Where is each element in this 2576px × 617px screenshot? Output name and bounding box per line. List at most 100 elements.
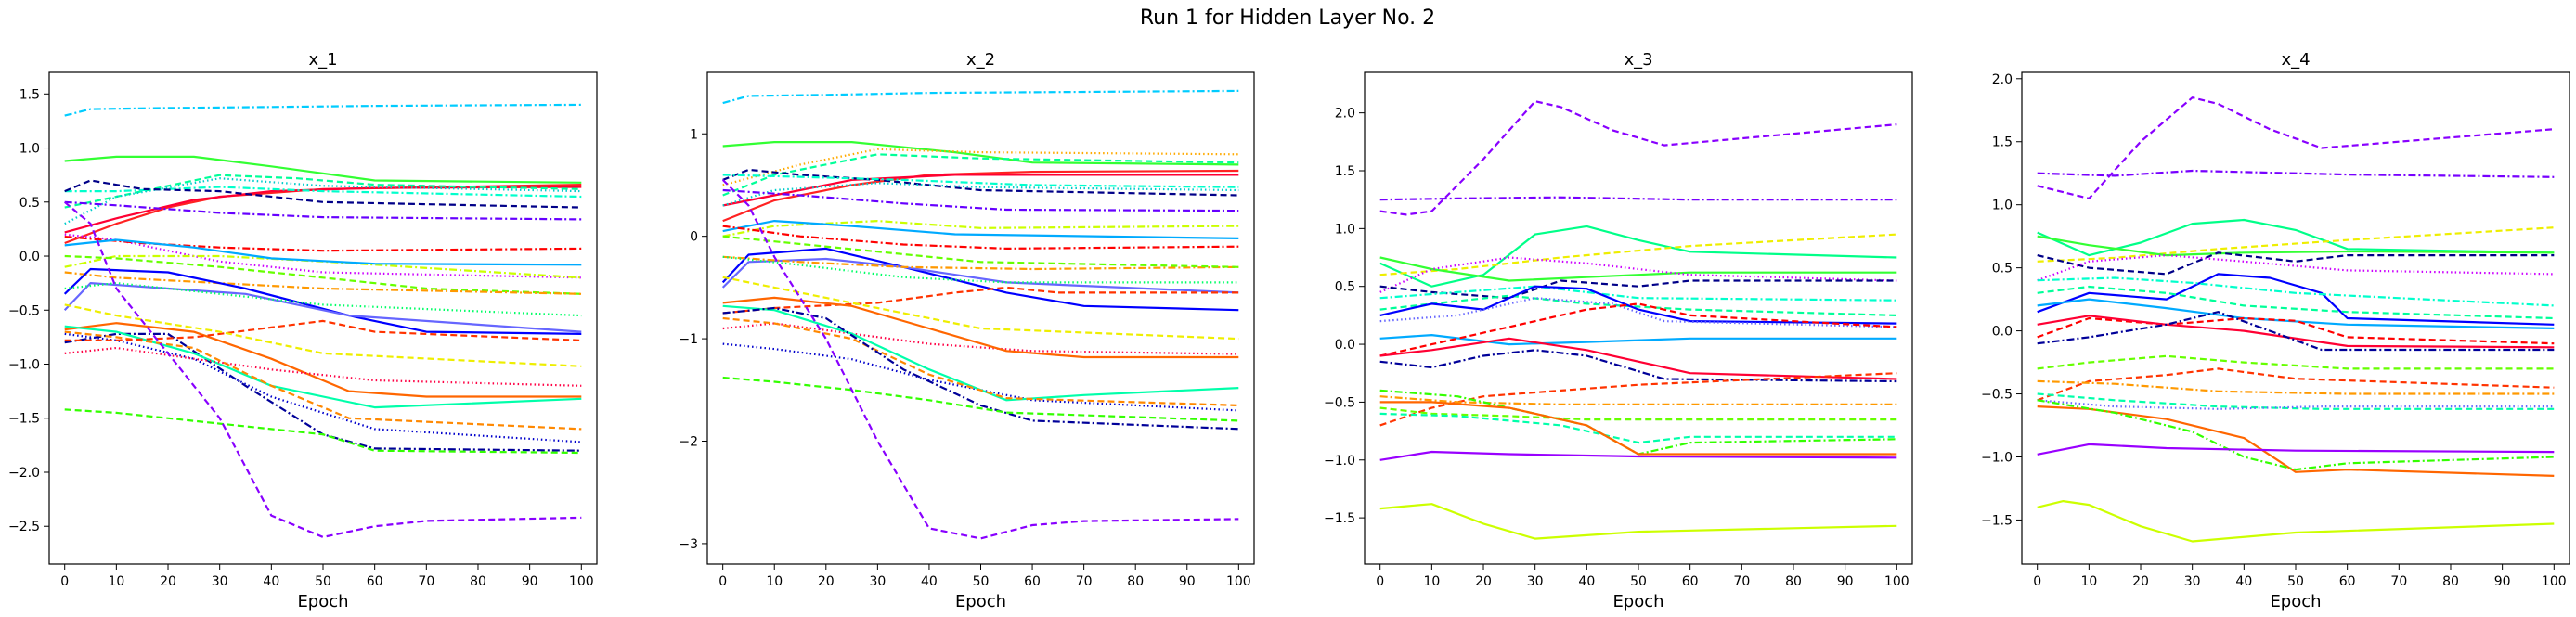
y-tick-label: 1 bbox=[690, 127, 698, 142]
series-group bbox=[63, 103, 582, 538]
x-tick-label: 50 bbox=[315, 574, 331, 589]
series-line-20 bbox=[2037, 405, 2555, 477]
series-line-22 bbox=[1379, 450, 1897, 461]
x-tick-label: 40 bbox=[921, 574, 938, 589]
series-line-16 bbox=[722, 255, 1239, 271]
x-tick-label: 0 bbox=[2033, 574, 2041, 589]
subplot-title: x_2 bbox=[966, 50, 995, 70]
x-tick-label: 30 bbox=[212, 574, 228, 589]
series-line-14 bbox=[2037, 311, 2555, 352]
subplot-title: x_1 bbox=[308, 50, 337, 70]
x-tick-label: 70 bbox=[1076, 574, 1093, 589]
x-tick-label: 10 bbox=[766, 574, 783, 589]
y-tick-label: 0.5 bbox=[1992, 262, 2013, 276]
x-tick-label: 30 bbox=[869, 574, 886, 589]
x-axis-label: Epoch bbox=[955, 592, 1006, 611]
series-line-8 bbox=[2037, 254, 2555, 282]
series-group bbox=[721, 89, 1239, 540]
subplot-x3: x_3 Epoch 0 10 20 30 40 50 60 70 80 90 100 −1.5 −1.0… bbox=[1324, 50, 1913, 611]
y-tick-label: 1.0 bbox=[1335, 222, 1355, 237]
series-line-11 bbox=[64, 236, 582, 252]
y-tick-label: −1 bbox=[679, 332, 698, 347]
series-line-7 bbox=[2037, 273, 2555, 326]
y-tick-label: −0.5 bbox=[1324, 395, 1355, 410]
y-tick-label: 0.0 bbox=[1335, 338, 1355, 353]
series-line-21 bbox=[64, 322, 582, 398]
series-line-4 bbox=[64, 186, 582, 234]
series-line-10 bbox=[722, 188, 1239, 212]
x-tick-label: 50 bbox=[2287, 574, 2304, 589]
series-line-17 bbox=[2037, 379, 2555, 395]
y-tick-label: −1.0 bbox=[1981, 450, 2013, 465]
x-tick-label: 70 bbox=[418, 574, 434, 589]
series-line-22 bbox=[64, 325, 582, 409]
series-line-26 bbox=[722, 306, 1239, 431]
y-tick-label: 0.5 bbox=[19, 196, 40, 211]
series-line-27 bbox=[722, 376, 1239, 422]
x-tick-label: 80 bbox=[1127, 574, 1144, 589]
series-line-9 bbox=[64, 200, 582, 221]
series-line-19 bbox=[64, 332, 582, 452]
series-line-28 bbox=[63, 200, 582, 538]
series-line-17 bbox=[1379, 395, 1897, 405]
series-line-14 bbox=[1379, 337, 1897, 380]
y-tick-label: 2.0 bbox=[1335, 107, 1355, 122]
x-tick-label: 100 bbox=[569, 574, 594, 589]
series-line-18 bbox=[64, 282, 582, 317]
x-tick-label: 60 bbox=[1024, 574, 1041, 589]
series-line-2 bbox=[1379, 196, 1897, 201]
x-tick-label: 20 bbox=[818, 574, 835, 589]
plot-area bbox=[48, 71, 598, 565]
series-line-19 bbox=[1379, 412, 1897, 444]
series-line-15 bbox=[721, 257, 1239, 294]
x-tick-label: 10 bbox=[1423, 574, 1440, 589]
series-line-6 bbox=[722, 174, 1239, 207]
series-line-22 bbox=[722, 296, 1239, 359]
series-line-26 bbox=[64, 346, 582, 387]
series-line-28 bbox=[721, 179, 1239, 540]
series-line-12 bbox=[2037, 316, 2555, 345]
series-line-3 bbox=[722, 148, 1239, 186]
y-tick-label: −1.5 bbox=[1324, 511, 1355, 526]
series-line-12 bbox=[1379, 334, 1897, 346]
x-tick-label: 60 bbox=[2339, 574, 2356, 589]
y-tick-label: 1.5 bbox=[1335, 164, 1355, 179]
series-line-11 bbox=[722, 220, 1239, 238]
y-tick-label: −0.5 bbox=[1981, 388, 2013, 403]
series-line-23 bbox=[64, 330, 582, 431]
x-tick-label: 10 bbox=[2080, 574, 2097, 589]
y-tick-label: 0.5 bbox=[1335, 280, 1355, 295]
x-tick-label: 90 bbox=[2494, 574, 2511, 589]
series-line-20 bbox=[64, 408, 582, 455]
series-line-16 bbox=[1379, 372, 1897, 427]
series-line-27 bbox=[64, 303, 582, 367]
y-tick-label: 1.5 bbox=[1992, 135, 2013, 150]
y-tick-label: −0.5 bbox=[8, 303, 40, 318]
series-line-4 bbox=[1379, 233, 1897, 276]
x-tick-label: 0 bbox=[60, 574, 69, 589]
series-line-21 bbox=[722, 322, 1239, 355]
x-tick-label: 70 bbox=[1733, 574, 1750, 589]
series-line-21 bbox=[1379, 401, 1897, 456]
y-tick-label: −1.5 bbox=[8, 412, 40, 427]
series-line-5 bbox=[1379, 256, 1897, 282]
x-tick-label: 90 bbox=[522, 574, 538, 589]
y-tick-label: 0 bbox=[690, 230, 698, 245]
series-line-3 bbox=[1379, 225, 1897, 288]
series-line-25 bbox=[64, 319, 582, 341]
series-line-13 bbox=[2037, 315, 2555, 349]
x-tick-label: 60 bbox=[1682, 574, 1699, 589]
series-line-8 bbox=[64, 179, 582, 209]
series-group bbox=[1379, 100, 1897, 540]
series-line-3 bbox=[2037, 218, 2555, 257]
x-axis-label: Epoch bbox=[297, 592, 348, 611]
series-line-13 bbox=[1379, 302, 1897, 357]
series-line-23 bbox=[1379, 503, 1897, 540]
y-tick-label: 0.0 bbox=[1992, 325, 2013, 340]
series-line-13 bbox=[722, 225, 1239, 250]
series-line-16 bbox=[2037, 367, 2555, 402]
x-tick-label: 20 bbox=[2132, 574, 2149, 589]
series-line-4 bbox=[2037, 226, 2555, 263]
series-line-5 bbox=[64, 174, 582, 209]
